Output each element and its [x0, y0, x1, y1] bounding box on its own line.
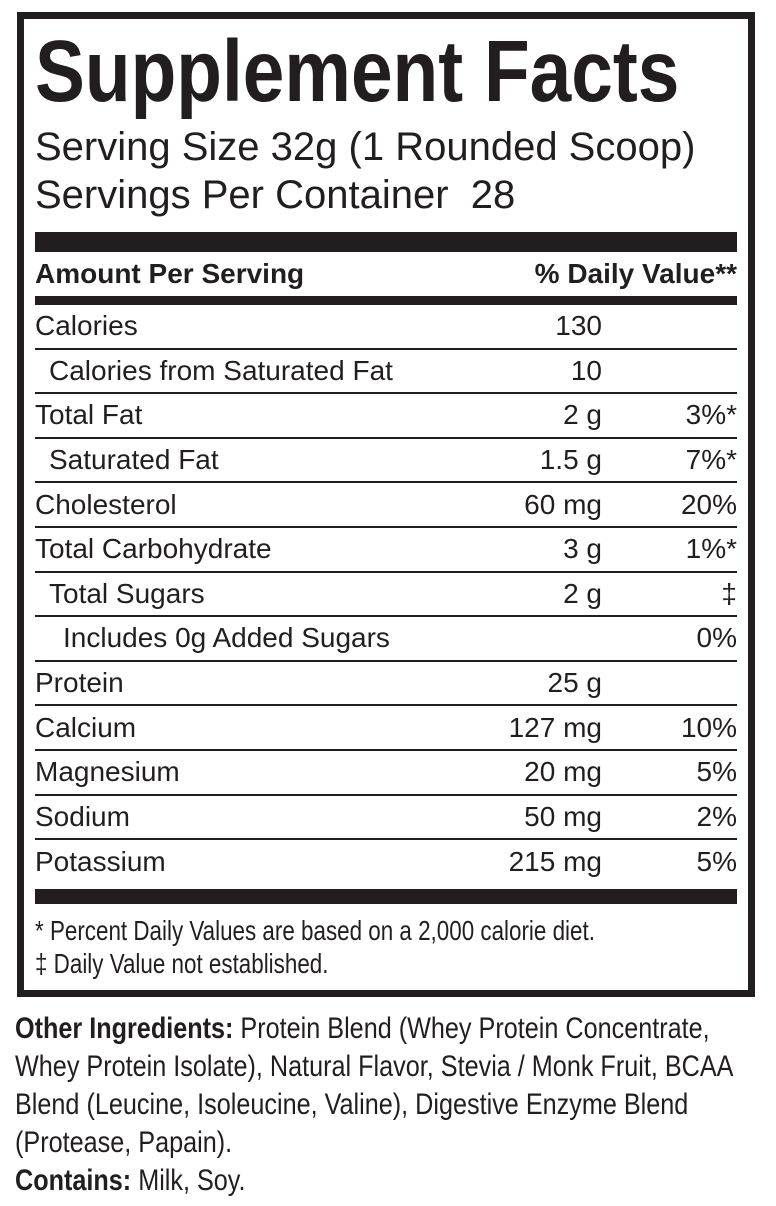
separator-bar-thick-bottom — [35, 888, 737, 904]
nutrient-name: Calcium — [35, 711, 137, 743]
nutrient-amount: 3 g — [563, 533, 602, 565]
nutrient-daily-value: 3%* — [685, 399, 737, 431]
nutrient-amount: 60 mg — [524, 488, 602, 520]
nutrient-amount: 1.5 g — [539, 444, 602, 476]
nutrient-name: Magnesium — [35, 756, 180, 788]
table-row: Calories from Saturated Fat 10 — [35, 350, 737, 395]
table-row: Includes 0g Added Sugars 0% — [35, 617, 737, 662]
nutrient-name: Total Carbohydrate — [35, 533, 272, 565]
nutrient-daily-value: 0% — [696, 622, 737, 654]
contains-text: Milk, Soy. — [131, 1164, 246, 1197]
footnotes: * Percent Daily Values are based on a 2,… — [35, 904, 737, 980]
table-row: Sodium 50 mg 2% — [35, 796, 737, 841]
table-row: Protein 25 g — [35, 662, 737, 707]
nutrient-amount: 127 mg — [508, 711, 602, 743]
table-row: Potassium 215 mg 5% — [35, 840, 737, 885]
separator-bar-medium — [35, 296, 737, 305]
nutrient-amount: 2 g — [563, 577, 602, 609]
separator-bar-thick-top — [35, 232, 737, 252]
nutrient-amount: 130 — [555, 310, 602, 342]
footnote-percent-daily-value: * Percent Daily Values are based on a 2,… — [35, 914, 595, 946]
nutrient-amount: 20 mg — [524, 756, 602, 788]
nutrient-amount: 2 g — [563, 399, 602, 431]
panel-title: Supplement Facts — [35, 22, 680, 120]
nutrient-daily-value: 7%* — [685, 444, 737, 476]
amount-per-serving-header: Amount Per Serving — [35, 258, 305, 289]
table-row: Total Fat 2 g 3%* — [35, 394, 737, 439]
nutrient-name: Potassium — [35, 846, 166, 878]
nutrient-name: Cholesterol — [35, 488, 177, 520]
nutrient-name: Saturated Fat — [49, 444, 219, 476]
table-row: Total Carbohydrate 3 g 1%* — [35, 528, 737, 573]
nutrient-daily-value: 5% — [696, 756, 737, 788]
nutrient-name: Calories — [35, 310, 138, 342]
nutrient-daily-value: 5% — [696, 846, 737, 878]
other-ingredients-label: Other Ingredients: — [15, 1012, 234, 1045]
supplement-facts-panel: Supplement Facts Serving Size 32g (1 Rou… — [17, 12, 755, 997]
table-row: Saturated Fat 1.5 g 7%* — [35, 439, 737, 484]
ingredients-section: Other Ingredients: Protein Blend (Whey P… — [15, 1010, 775, 1200]
nutrient-daily-value: 2% — [696, 800, 737, 832]
column-header-row: Amount Per Serving % Daily Value** — [35, 252, 737, 296]
other-ingredients-text: Protein Blend (Whey Protein Concentrate,… — [15, 1012, 733, 1159]
table-row: Total Sugars 2 g ‡ — [35, 573, 737, 618]
nutrient-daily-value: 20% — [680, 488, 737, 520]
contains-paragraph: Contains: Milk, Soy. — [15, 1162, 775, 1200]
nutrient-daily-value: ‡ — [721, 577, 737, 609]
nutrient-name: Calories from Saturated Fat — [49, 354, 393, 386]
table-row: Magnesium 20 mg 5% — [35, 751, 737, 796]
nutrient-name: Includes 0g Added Sugars — [63, 622, 390, 654]
footnote-daily-value-not-established: ‡ Daily Value not established. — [35, 947, 329, 979]
table-row: Calcium 127 mg 10% — [35, 706, 737, 751]
panel-title-wrap: Supplement Facts — [35, 19, 737, 123]
servings-per-container-line: Servings Per Container 28 — [35, 173, 516, 217]
daily-value-header: % Daily Value** — [534, 258, 737, 289]
nutrient-daily-value: 1%* — [685, 533, 737, 565]
nutrient-amount: 50 mg — [524, 800, 602, 832]
nutrient-name: Total Sugars — [49, 577, 205, 609]
other-ingredients-paragraph: Other Ingredients: Protein Blend (Whey P… — [15, 1010, 775, 1162]
nutrient-name: Protein — [35, 667, 124, 699]
table-row: Cholesterol 60 mg 20% — [35, 483, 737, 528]
nutrient-amount: 215 mg — [508, 846, 602, 878]
serving-size-line: Serving Size 32g (1 Rounded Scoop) — [35, 125, 696, 169]
nutrient-amount: 10 — [570, 354, 602, 386]
table-row: Calories 130 — [35, 305, 737, 350]
nutrient-amount: 25 g — [547, 667, 603, 699]
nutrient-name: Total Fat — [35, 399, 143, 431]
contains-label: Contains: — [15, 1164, 132, 1197]
nutrient-name: Sodium — [35, 800, 130, 832]
nutrient-daily-value: 10% — [680, 711, 737, 743]
